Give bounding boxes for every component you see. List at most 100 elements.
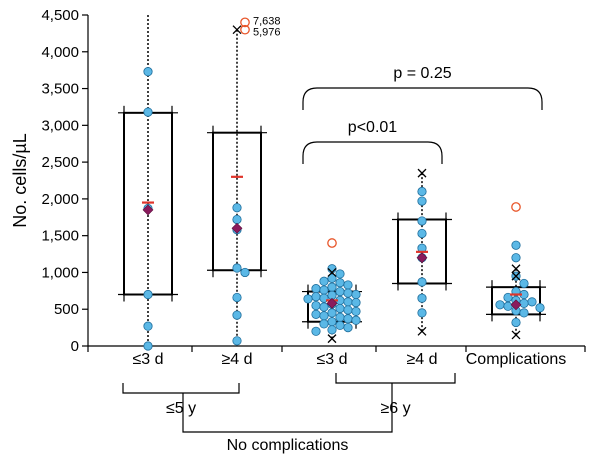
- data-point: [232, 203, 242, 213]
- group-bracket-line: [122, 383, 240, 394]
- mean-mark: [416, 252, 428, 264]
- bracket-line: [302, 141, 443, 164]
- data-point: [343, 280, 353, 290]
- data-point: [417, 293, 427, 303]
- extreme-marker: [511, 330, 521, 340]
- data-point: [535, 303, 545, 313]
- data-point: [311, 300, 321, 311]
- y-axis-title: No. cells/µL: [10, 133, 30, 227]
- data-point: [335, 269, 345, 279]
- data-point: [511, 253, 521, 263]
- outlier-label: 5,976: [253, 27, 281, 39]
- data-point: [519, 308, 529, 318]
- group-bracket-label: ≥6 y: [380, 400, 410, 417]
- group-bracket-6y: ≥6 y: [335, 373, 456, 417]
- data-point: [311, 326, 321, 336]
- data-point: [311, 292, 321, 302]
- data-point: [335, 286, 345, 297]
- data-point: [503, 301, 513, 311]
- group-4: [392, 168, 452, 336]
- data-point: [311, 309, 321, 319]
- data-point: [417, 308, 427, 318]
- data-point: [343, 314, 353, 324]
- data-point: [327, 273, 337, 283]
- group-bracket-no-complications: No complications: [182, 383, 393, 454]
- y-tick-label: 0: [71, 338, 79, 355]
- data-point: [311, 284, 321, 294]
- data-point: [417, 216, 427, 226]
- mean-mark: [231, 222, 243, 234]
- data-point: [143, 341, 153, 351]
- outlier-point: [240, 24, 250, 35]
- outlier-point: [327, 238, 337, 248]
- data-point: [417, 186, 427, 197]
- data-point: [417, 196, 427, 206]
- extreme-marker: [417, 168, 427, 178]
- bracket-p-025: p = 0.25: [302, 65, 543, 110]
- outlier-point: [240, 17, 250, 28]
- data-point: [327, 325, 337, 335]
- data-point: [319, 285, 329, 295]
- box: [212, 131, 262, 272]
- x-tick-label: ≥4 d: [221, 351, 252, 368]
- data-point: [327, 308, 337, 318]
- data-point: [232, 310, 242, 320]
- y-tick-label: 1,000: [41, 264, 79, 281]
- y-tick-label: 500: [54, 301, 79, 318]
- data-point: [343, 288, 353, 298]
- x-tick-label: ≤3 d: [132, 351, 163, 368]
- mean-mark: [142, 204, 154, 216]
- data-point: [143, 67, 153, 77]
- extreme-marker: [232, 25, 242, 35]
- significance-brackets: p<0.01 p = 0.25: [302, 65, 543, 164]
- data-point: [335, 320, 345, 331]
- data-point: [240, 267, 250, 278]
- data-point: [519, 278, 529, 289]
- mean-mark: [326, 297, 338, 309]
- data-point: [335, 303, 345, 314]
- data-point: [143, 107, 153, 117]
- data-point: [351, 298, 361, 308]
- outlier-point: [511, 202, 521, 212]
- group-bracket-label: ≤5 y: [166, 400, 196, 417]
- data-point: [327, 317, 337, 327]
- data-point: [232, 292, 242, 303]
- data-point: [319, 302, 329, 312]
- extreme-marker: [511, 271, 521, 281]
- extreme-marker: [327, 267, 337, 277]
- bracket-label: p<0.01: [348, 119, 397, 136]
- data-point: [327, 282, 337, 292]
- y-tick-label: 1,500: [41, 228, 79, 245]
- data-point: [232, 214, 242, 225]
- y-tick-label: 3,000: [41, 117, 79, 134]
- group-bracket-label: No complications: [227, 437, 349, 454]
- data-point: [335, 312, 345, 322]
- group-bracket-line: [335, 373, 456, 384]
- data-point: [351, 315, 361, 325]
- data-point: [495, 300, 505, 310]
- group-1: [118, 15, 178, 351]
- data-point: [417, 228, 427, 239]
- data-point: [343, 323, 353, 333]
- x-tick-label: ≤3 d: [316, 351, 347, 368]
- y-tick-label: 4,000: [41, 44, 79, 61]
- axes: 0 500 1,000 1,500 2,000 2,500 3,000 3,500 4,000 4…: [10, 7, 586, 368]
- mean-mark: [510, 299, 522, 311]
- data-point: [343, 305, 353, 315]
- bracket-label: p = 0.25: [393, 65, 451, 82]
- data-point: [519, 298, 529, 308]
- data-point: [417, 277, 427, 287]
- extreme-marker: [417, 326, 427, 336]
- data-point: [319, 319, 329, 329]
- x-tick-label: Complications: [466, 351, 566, 368]
- data-point: [335, 278, 345, 288]
- group-bracket-line: [182, 420, 393, 433]
- data-point: [232, 336, 242, 346]
- y-tick-label: 2,500: [41, 154, 79, 171]
- data-point: [343, 297, 353, 307]
- group-3: [302, 238, 362, 344]
- y-tick-label: 2,000: [41, 191, 79, 208]
- bracket-p-001: p<0.01: [302, 119, 443, 164]
